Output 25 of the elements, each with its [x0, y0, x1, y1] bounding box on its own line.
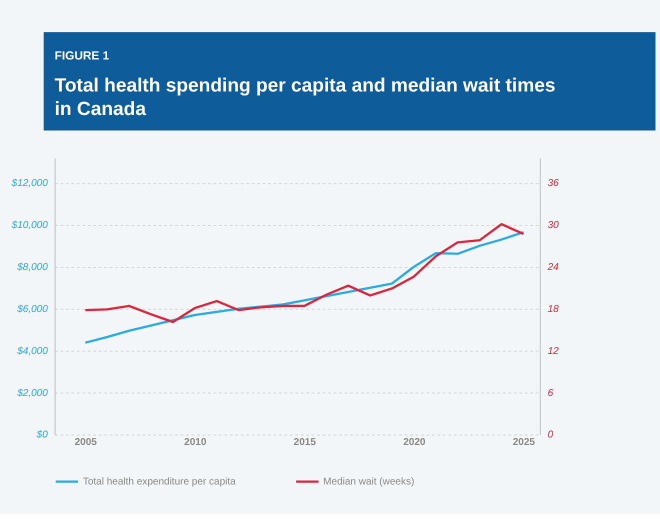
- y2-tick-label: 6: [548, 388, 554, 399]
- legend-label: Median wait (weeks): [323, 476, 414, 488]
- line-series: [84, 231, 525, 344]
- y2-tick-label: 0: [548, 430, 554, 441]
- y-tick-label: $2,000: [16, 388, 48, 399]
- chart-title: Total health spending per capita and median wait times in Canada: [54, 75, 556, 120]
- y2-tick-label: 36: [548, 178, 560, 190]
- caption: FIGURE 1: [54, 48, 110, 62]
- y-tick-label: $10,000: [10, 220, 48, 232]
- y2-tick-label: 24: [546, 262, 560, 273]
- y2-tick-label: 30: [548, 220, 560, 232]
- x-tick-label: 2020: [403, 436, 426, 448]
- legend-label: Total health expenditure per capita: [82, 476, 236, 488]
- y-tick-label: $4,000: [16, 346, 48, 357]
- y-tick-label: $8,000: [16, 262, 48, 273]
- y-tick-label: $6,000: [16, 304, 48, 315]
- x-tick-label: 2005: [74, 436, 98, 448]
- y2-tick-label: 18: [548, 304, 560, 315]
- x-tick-label: 2015: [294, 436, 316, 448]
- y-tick-label: $0: [36, 430, 48, 441]
- y-tick-label: $12,000: [10, 178, 48, 190]
- x-tick-label: 2025: [512, 436, 536, 448]
- x-tick-label: 2010: [184, 436, 207, 448]
- y2-tick-label: 12: [548, 346, 560, 357]
- line-series: [84, 223, 525, 324]
